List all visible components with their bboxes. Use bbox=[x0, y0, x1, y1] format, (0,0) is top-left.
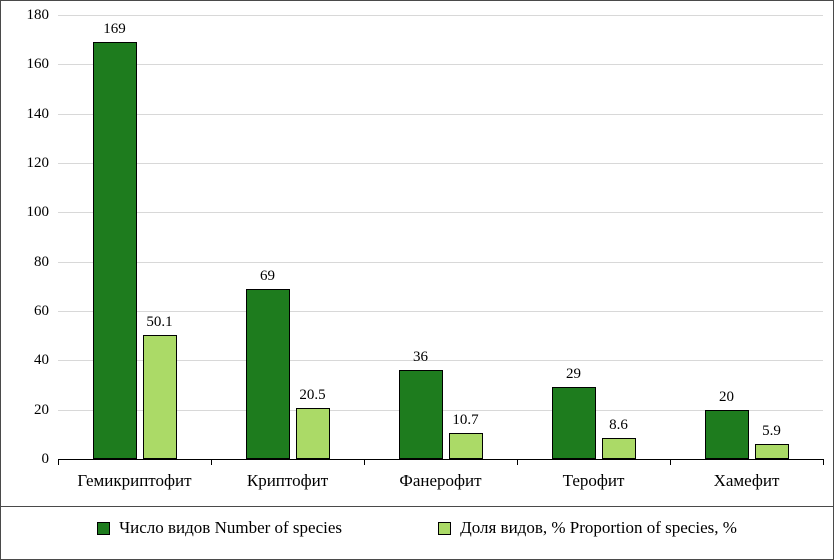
bar-value-label: 10.7 bbox=[452, 411, 479, 428]
y-axis-tick-label: 80 bbox=[34, 253, 49, 270]
y-axis-tick-label: 40 bbox=[34, 352, 49, 369]
bar-value-label: 36 bbox=[413, 349, 428, 366]
legend-separator-line bbox=[1, 506, 833, 507]
x-axis-tick bbox=[364, 459, 365, 465]
bar-value-label: 20.5 bbox=[299, 387, 326, 404]
y-axis-tick-label: 180 bbox=[26, 7, 50, 23]
bar-number-of-species bbox=[398, 370, 443, 459]
legend-label-number-of-species: Число видов Number of species bbox=[119, 518, 343, 537]
x-axis-tick bbox=[58, 459, 59, 465]
bar-value-label: 8.6 bbox=[609, 416, 628, 433]
bar-value-label: 29 bbox=[566, 366, 581, 383]
x-axis-tick bbox=[823, 459, 824, 465]
bar-value-label: 20 bbox=[719, 388, 734, 405]
legend: Число видов Number of species Доля видов… bbox=[1, 518, 833, 538]
y-axis-tick-label: 160 bbox=[26, 56, 50, 73]
bar-proportion-of-species bbox=[601, 437, 636, 459]
legend-item-proportion-of-species: Доля видов, % Proportion of species, % bbox=[438, 518, 737, 538]
gridline bbox=[58, 113, 823, 115]
x-axis-tick bbox=[670, 459, 671, 465]
y-axis-tick-label: 100 bbox=[26, 204, 50, 221]
x-axis-tick bbox=[211, 459, 212, 465]
bar-value-label: 169 bbox=[103, 21, 126, 38]
x-axis-category-label: Гемикриптофит bbox=[77, 471, 192, 490]
gridline bbox=[58, 64, 823, 66]
bar-proportion-of-species bbox=[448, 432, 483, 459]
x-axis-category-label: Фанерофит bbox=[399, 471, 482, 490]
gridline bbox=[58, 360, 823, 362]
x-axis-tick bbox=[517, 459, 518, 465]
bar-number-of-species bbox=[704, 409, 749, 459]
legend-swatch-dark-green bbox=[97, 521, 111, 535]
bar-proportion-of-species bbox=[754, 444, 789, 459]
x-axis-category-label: Криптофит bbox=[246, 471, 329, 490]
x-axis-category-label: Терофит bbox=[562, 471, 625, 490]
bar-number-of-species bbox=[92, 42, 137, 459]
gridline bbox=[58, 15, 823, 16]
y-axis-tick-label: 60 bbox=[34, 303, 49, 319]
gridline bbox=[58, 311, 823, 312]
bar-value-label: 5.9 bbox=[762, 423, 781, 440]
y-axis-tick-label: 20 bbox=[34, 401, 49, 418]
y-axis-tick-label: 120 bbox=[26, 155, 50, 171]
x-axis-line bbox=[58, 459, 824, 460]
legend-swatch-light-green bbox=[438, 521, 452, 535]
bar-number-of-species bbox=[245, 288, 290, 459]
gridline bbox=[58, 212, 823, 214]
legend-label-proportion-of-species: Доля видов, % Proportion of species, % bbox=[460, 518, 737, 537]
x-axis-category-label: Хамефит bbox=[713, 471, 780, 490]
bar-proportion-of-species bbox=[295, 408, 330, 459]
bar-value-label: 50.1 bbox=[146, 314, 173, 331]
y-axis-tick-label: 140 bbox=[26, 105, 50, 122]
y-axis-tick-label: 0 bbox=[41, 451, 50, 467]
gridline bbox=[58, 163, 823, 164]
legend-item-number-of-species: Число видов Number of species bbox=[97, 518, 342, 538]
bar-number-of-species bbox=[551, 387, 596, 459]
bar-value-label: 69 bbox=[260, 267, 275, 284]
gridline bbox=[58, 261, 823, 263]
bar-proportion-of-species bbox=[142, 335, 177, 459]
